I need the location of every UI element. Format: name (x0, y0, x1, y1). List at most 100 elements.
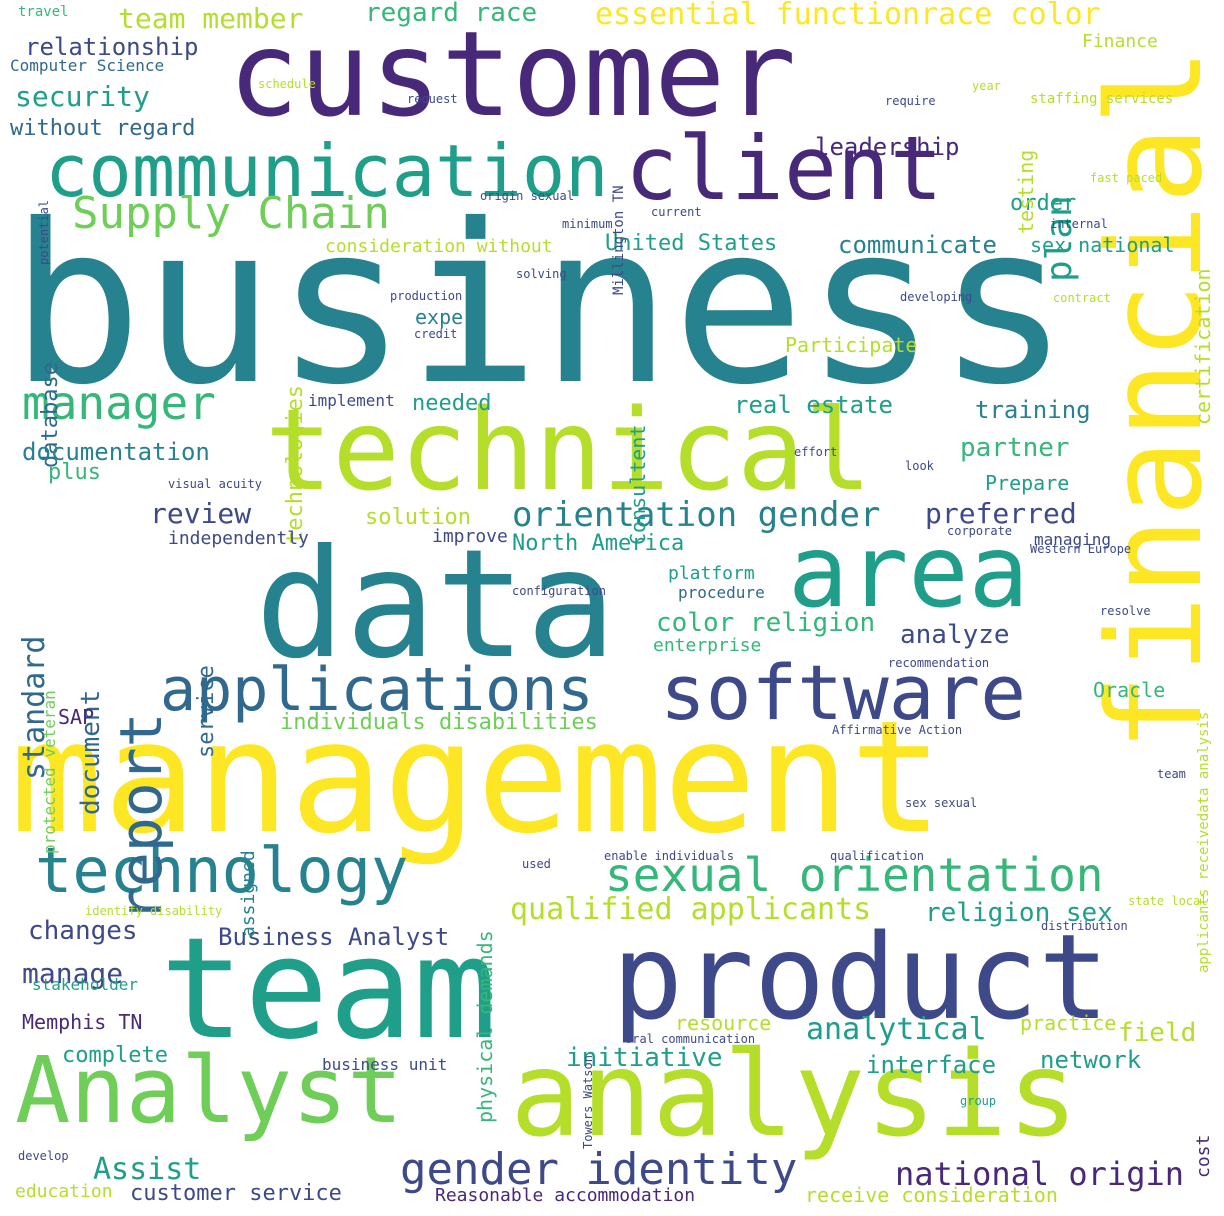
word-effort: effort (794, 445, 838, 459)
word-require: require (885, 94, 936, 108)
word-resolve: resolve (1100, 604, 1151, 618)
word-fast-paced: fast paced (1090, 171, 1163, 185)
word-report: report (107, 712, 175, 922)
word-receive-consideration: receive consideration (805, 1183, 1058, 1207)
word-physical-demands: physical demands (473, 930, 497, 1123)
word-plus: plus (48, 460, 101, 485)
word-western-europe: Western Europe (1030, 542, 1132, 556)
word-technology: technology (35, 834, 409, 907)
word-supply-chain: Supply Chain (72, 188, 390, 239)
word-order: order (1010, 191, 1077, 216)
word-assist: Assist (93, 1152, 202, 1187)
word-service: service (194, 665, 219, 758)
word-identify-disability: identify disability (85, 904, 223, 918)
word-manage: manage (22, 957, 124, 990)
word-developing: developing (900, 290, 973, 304)
word-reasonable-accommodation: Reasonable accommodation (435, 1185, 696, 1206)
word-needed: needed (412, 391, 492, 416)
word-state-local: state local (1128, 894, 1208, 908)
word-national-origin: national origin (895, 1155, 1184, 1193)
word-minimum: minimum (562, 217, 613, 231)
word-prepare: Prepare (985, 471, 1070, 495)
word-participate: Participate (785, 333, 918, 357)
word-distribution: distribution (1041, 919, 1128, 933)
word-product: product (612, 908, 1110, 1046)
word-affirmative-action: Affirmative Action (832, 723, 963, 737)
word-communication: communication (45, 129, 609, 213)
word-enable-individuals: enable individuals (604, 849, 735, 863)
word-training: training (975, 396, 1091, 424)
word-certification: certification (1191, 268, 1215, 425)
word-finance: Finance (1082, 31, 1158, 52)
word-customer: customer (228, 5, 797, 143)
word-review: review (150, 497, 252, 530)
word-internal: internal (1050, 217, 1108, 231)
word-testing: testing (1014, 149, 1038, 234)
word-consideration-without: consideration without (325, 236, 553, 257)
word-documentation: documentation (22, 438, 210, 466)
word-technologies: technologies (283, 385, 308, 544)
word-improve: improve (432, 526, 508, 547)
word-analysis: analysis (510, 1025, 1079, 1163)
word-staffing-services: staffing services (1030, 91, 1174, 107)
word-relationship: relationship (25, 33, 199, 61)
word-look: look (905, 459, 934, 473)
word-recommendation: recommendation (888, 656, 990, 670)
word-qualified-applicants: qualified applicants (510, 892, 872, 927)
word-real-estate: real estate (734, 391, 893, 419)
word-education: education (15, 1181, 113, 1202)
word-field: field (1118, 1018, 1197, 1048)
word-independently: independently (168, 528, 309, 549)
word-software: software (660, 648, 1027, 737)
word-cost: cost (1193, 1134, 1214, 1178)
word-sex-sexual: sex sexual (905, 796, 978, 810)
word-practice: practice (1020, 1011, 1117, 1035)
word-data: data (255, 518, 617, 692)
word-applicants-receivedata-analysis: applicants receivedata analysis (1196, 711, 1212, 973)
word-analytical: analytical (806, 1012, 987, 1047)
word-team: team (160, 908, 498, 1071)
word-leadership: leadership (815, 133, 960, 161)
word-complete: complete (62, 1043, 168, 1068)
word-towers-watson: Towers Watson (581, 1055, 595, 1149)
word-qualification: qualification (830, 849, 924, 863)
word-millington-tn: Millington TN (611, 185, 627, 295)
word-color-religion: color religion (656, 608, 876, 638)
word-security: security (15, 80, 150, 113)
word-analyst: Analyst (15, 1037, 403, 1144)
word-develop: develop (18, 1149, 69, 1163)
word-regard-race: regard race (365, 0, 538, 28)
word-solving: solving (516, 267, 567, 281)
word-business: business (10, 177, 1070, 433)
word-management: management (10, 687, 944, 868)
word-team-member: team member (118, 2, 304, 35)
word-platform: platform (668, 563, 755, 584)
word-corporate: corporate (947, 524, 1013, 538)
word-united-states: United States (605, 231, 778, 256)
word-technical: technical (265, 386, 872, 516)
word-north-america: North America (512, 531, 685, 556)
word-year: year (972, 79, 1001, 93)
word-solution: solution (365, 505, 471, 530)
word-client: client (625, 117, 943, 220)
word-protected-veteran: protected veteran (40, 690, 59, 854)
word-resource: resource (675, 1011, 772, 1035)
word-religion-sex: religion sex (925, 898, 1113, 928)
word-manager: manager (22, 376, 216, 430)
word-preferred: preferred (925, 497, 1077, 530)
word-request: request (407, 92, 458, 106)
word-procedure: procedure (678, 583, 765, 602)
word-business-analyst: Business Analyst (218, 923, 450, 951)
word-initiative: initiative (566, 1043, 723, 1073)
word-memphis-tn: Memphis TN (22, 1010, 143, 1034)
word-without-regard: without regard (10, 116, 196, 141)
word-computer-science: Computer Science (10, 56, 165, 75)
word-orientation-gender: orientation gender (512, 495, 881, 535)
word-interface: interface (866, 1051, 997, 1079)
word-sexual-orientation: sexual orientation (605, 848, 1104, 902)
word-schedule: schedule (258, 77, 316, 91)
word-expert: expert (415, 305, 488, 329)
word-travel: travel (18, 4, 69, 20)
word-oral-communication: oral communication (625, 1032, 756, 1046)
